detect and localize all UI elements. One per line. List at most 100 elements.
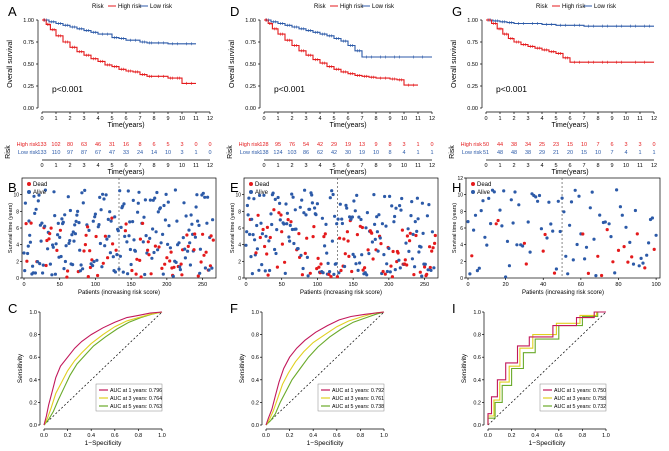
scatter-point-dead	[65, 275, 69, 279]
scatter-point-alive	[58, 235, 62, 239]
scatter-point-alive	[310, 201, 314, 205]
risk-table-x-tick-label: 1	[498, 163, 501, 169]
km-x-tick-label: 9	[166, 116, 169, 122]
km-curve-low-risk	[264, 19, 432, 58]
scatter-point-alive	[417, 250, 421, 254]
scatter-point-alive	[78, 248, 82, 252]
scatter-point-alive	[294, 227, 298, 231]
scatter-x-tick-label: 150	[127, 282, 136, 288]
km-y-tick-label: 0.75	[245, 40, 256, 46]
risk-table-cell: 34	[525, 142, 531, 148]
roc-x-tick-label: 0.8	[579, 433, 587, 439]
scatter-point-alive	[116, 229, 120, 233]
scatter-point-alive	[75, 213, 79, 217]
roc-legend-label: AUC at 1 years: 0.750	[554, 388, 606, 394]
scatter-point-alive	[39, 239, 43, 243]
scatter-point-alive	[588, 206, 592, 210]
scatter-point-alive	[210, 266, 214, 270]
roc-legend-label: AUC at 5 years: 0.763	[110, 404, 162, 410]
scatter-y-tick-label: 10	[457, 193, 463, 199]
scatter-point-alive	[93, 212, 97, 216]
scatter-point-alive	[288, 239, 292, 243]
scatter-point-alive	[298, 205, 302, 209]
scatter-point-dead	[379, 242, 383, 246]
panel-letter-I: I	[452, 301, 456, 316]
scatter-x-tick-label: 40	[540, 282, 546, 288]
scatter-point-dead	[390, 275, 394, 279]
scatter-point-dead	[522, 241, 527, 245]
km-pvalue: p<0.001	[274, 84, 305, 94]
risk-table-cell: 25	[539, 142, 545, 148]
km-x-tick-label: 12	[651, 116, 657, 122]
scatter-point-alive	[168, 246, 172, 250]
scatter-point-alive	[365, 273, 369, 277]
scatter-point-alive	[250, 217, 254, 221]
scatter-point-alive	[117, 267, 121, 271]
scatter-point-alive	[278, 201, 282, 205]
km-y-tick-label: 0.00	[23, 106, 34, 112]
km-legend-high-label: High risk	[340, 4, 364, 10]
km-x-tick-label: 8	[152, 116, 155, 122]
panel-letter-H: H	[452, 180, 461, 195]
risk-table-cell: 0	[652, 142, 655, 148]
roc-legend-label: AUC at 1 years: 0.796	[110, 388, 162, 394]
scatter-x-label: Patients (increasing risk score)	[78, 290, 160, 296]
scatter-point-alive	[485, 243, 489, 247]
roc-y-tick-label: 0.2	[29, 400, 37, 406]
scatter-point-alive	[337, 271, 341, 275]
roc-x-tick-label: 0.4	[309, 433, 317, 439]
risk-table-x-tick-label: 2	[290, 163, 293, 169]
scatter-point-dead	[363, 266, 367, 270]
scatter-point-alive	[40, 221, 44, 225]
risk-table-cell: 0	[208, 150, 211, 156]
risk-table-cell: 7	[596, 142, 599, 148]
scatter-y-tick-label: 2	[460, 259, 463, 265]
risk-table-cell: 29	[331, 142, 337, 148]
scatter-point-dead	[146, 248, 150, 252]
scatter-point-dead	[335, 275, 339, 279]
scatter-x-tick-label: 100	[652, 282, 661, 288]
scatter-x-label: Patients (increasing risk score)	[522, 290, 604, 296]
scatter-point-dead	[265, 225, 269, 229]
risk-table-cell: 42	[317, 142, 323, 148]
roc-y-tick-label: 0.4	[251, 378, 259, 384]
scatter-point-alive	[472, 228, 476, 232]
risk-table-cell: 6	[610, 142, 613, 148]
roc-y-label: Sensitivity	[239, 353, 246, 383]
scatter-point-alive	[106, 217, 110, 221]
scatter-point-alive	[353, 255, 357, 259]
scatter-point-alive	[394, 206, 398, 210]
scatter-point-alive	[350, 215, 354, 219]
km-legend-low-label: Low risk	[372, 4, 395, 10]
scatter-point-alive	[420, 274, 424, 278]
roc-x-tick-label: 0.2	[64, 433, 72, 439]
risk-table-cell: 76	[289, 142, 295, 148]
roc-y-tick-label: 1.0	[473, 310, 481, 316]
scatter-point-alive	[81, 267, 85, 271]
roc-legend-label: AUC at 1 years: 0.792	[332, 388, 384, 394]
scatter-point-alive	[162, 203, 166, 208]
scatter-point-alive	[33, 211, 37, 215]
scatter-point-dead	[408, 231, 412, 235]
scatter-point-dead	[149, 272, 153, 276]
scatter-point-alive	[68, 208, 72, 213]
risk-table-x-tick-label: 0	[262, 163, 265, 169]
scatter-point-dead	[192, 248, 196, 252]
scatter-point-alive	[173, 188, 177, 192]
scatter-point-alive	[308, 207, 312, 211]
risk-table-cell: 1	[652, 150, 655, 156]
roc-y-tick-label: 0.8	[29, 333, 37, 339]
scatter-point-alive	[143, 272, 147, 277]
roc-curve-5y	[487, 311, 606, 425]
scatter-point-alive	[359, 217, 363, 222]
scatter-point-dead	[186, 244, 190, 248]
scatter-point-alive	[517, 203, 521, 207]
scatter-point-alive	[113, 215, 117, 219]
scatter-y-tick-label: 12	[457, 176, 463, 182]
scatter-point-alive	[306, 274, 310, 278]
scatter-point-alive	[151, 227, 155, 231]
scatter-legend-alive-label: Alive	[33, 190, 47, 196]
risk-table-cell: 8	[388, 150, 391, 156]
scatter-point-dead	[543, 232, 547, 237]
scatter-point-alive	[321, 271, 325, 275]
